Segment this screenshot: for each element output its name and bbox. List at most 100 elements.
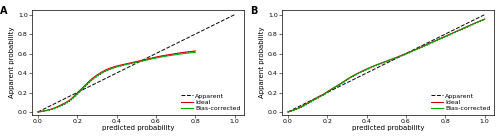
Ideal [54, 106, 60, 107]
Ideal [164, 54, 170, 56]
Line: Bias-corrected: Bias-corrected [288, 19, 484, 112]
Ideal [153, 56, 159, 58]
Ideal [161, 55, 167, 56]
Legend: Apparent, Ideal, Bias-corrected: Apparent, Ideal, Bias-corrected [181, 92, 242, 112]
Ideal [78, 88, 84, 90]
Bias-corrected [168, 55, 174, 56]
Ideal [403, 53, 409, 54]
Ideal [462, 27, 468, 28]
Ideal [130, 62, 136, 63]
Bias-corrected [344, 79, 350, 81]
Bias-corrected [114, 66, 119, 68]
Bias-corrected [70, 97, 76, 98]
Ideal [393, 57, 399, 58]
Bias-corrected [308, 100, 314, 102]
Line: Ideal: Ideal [38, 51, 196, 112]
Ideal [316, 96, 322, 97]
Ideal [122, 63, 128, 65]
Bias-corrected [472, 23, 478, 24]
Bias-corrected [368, 67, 374, 68]
Ideal [328, 88, 334, 90]
Ideal [287, 111, 293, 112]
X-axis label: predicted probability: predicted probability [102, 125, 174, 131]
Ideal [413, 48, 419, 50]
Y-axis label: Apparent probability: Apparent probability [9, 27, 15, 98]
Bias-corrected [289, 110, 295, 112]
Bias-corrected [35, 111, 41, 113]
Y-axis label: Apparent probability: Apparent probability [259, 27, 265, 98]
Ideal [308, 100, 314, 102]
Bias-corrected [312, 98, 318, 100]
Legend: Apparent, Ideal, Bias-corrected: Apparent, Ideal, Bias-corrected [431, 92, 492, 112]
Ideal [442, 35, 448, 37]
Ideal [356, 72, 362, 74]
Line: Ideal: Ideal [288, 19, 484, 112]
Bias-corrected [320, 94, 326, 96]
Bias-corrected [442, 36, 448, 37]
Ideal [296, 107, 302, 108]
Bias-corrected [118, 65, 124, 67]
Bias-corrected [304, 103, 310, 104]
Bias-corrected [184, 52, 190, 54]
Bias-corrected [285, 111, 291, 113]
Ideal [372, 65, 378, 66]
Bias-corrected [149, 58, 155, 60]
Ideal [364, 68, 370, 70]
Bias-corrected [364, 68, 370, 70]
Bias-corrected [66, 100, 72, 102]
Bias-corrected [46, 109, 52, 111]
Bias-corrected [130, 62, 136, 64]
Bias-corrected [106, 69, 112, 70]
Ideal [118, 64, 124, 66]
Ideal [86, 81, 92, 82]
Ideal [157, 55, 163, 57]
Ideal [340, 81, 346, 83]
Ideal [82, 84, 88, 86]
Bias-corrected [98, 73, 104, 74]
Bias-corrected [403, 53, 409, 55]
Ideal [292, 108, 298, 110]
Ideal [472, 22, 478, 24]
Ideal [380, 62, 386, 63]
Ideal [482, 18, 488, 20]
Bias-corrected [383, 61, 389, 62]
Bias-corrected [292, 109, 298, 110]
Ideal [312, 98, 318, 99]
Bias-corrected [172, 54, 178, 56]
Bias-corrected [180, 53, 186, 55]
Bias-corrected [86, 82, 92, 83]
Bias-corrected [126, 63, 132, 65]
Bias-corrected [452, 31, 458, 33]
Ideal [320, 93, 326, 95]
Bias-corrected [137, 61, 143, 62]
Ideal [46, 109, 52, 110]
Ideal [110, 66, 116, 68]
Ideal [304, 102, 310, 104]
Bias-corrected [102, 71, 108, 72]
Ideal [188, 51, 194, 52]
Bias-corrected [432, 40, 438, 42]
Ideal [383, 60, 389, 62]
Bias-corrected [482, 18, 488, 20]
Bias-corrected [157, 56, 163, 58]
Bias-corrected [122, 64, 128, 66]
Bias-corrected [316, 96, 322, 98]
Ideal [37, 111, 43, 112]
Bias-corrected [296, 107, 302, 109]
Bias-corrected [50, 108, 56, 110]
Ideal [285, 111, 291, 113]
Ideal [168, 53, 174, 55]
Bias-corrected [380, 62, 386, 64]
Bias-corrected [141, 60, 147, 61]
Ideal [39, 110, 45, 112]
Bias-corrected [352, 74, 358, 76]
Bias-corrected [376, 64, 382, 65]
Ideal [133, 61, 139, 62]
Bias-corrected [58, 105, 64, 106]
Ideal [352, 74, 358, 76]
Bias-corrected [54, 106, 60, 108]
Ideal [176, 52, 182, 54]
X-axis label: predicted probability: predicted probability [352, 125, 424, 131]
Text: B: B [250, 6, 258, 16]
Bias-corrected [90, 78, 96, 80]
